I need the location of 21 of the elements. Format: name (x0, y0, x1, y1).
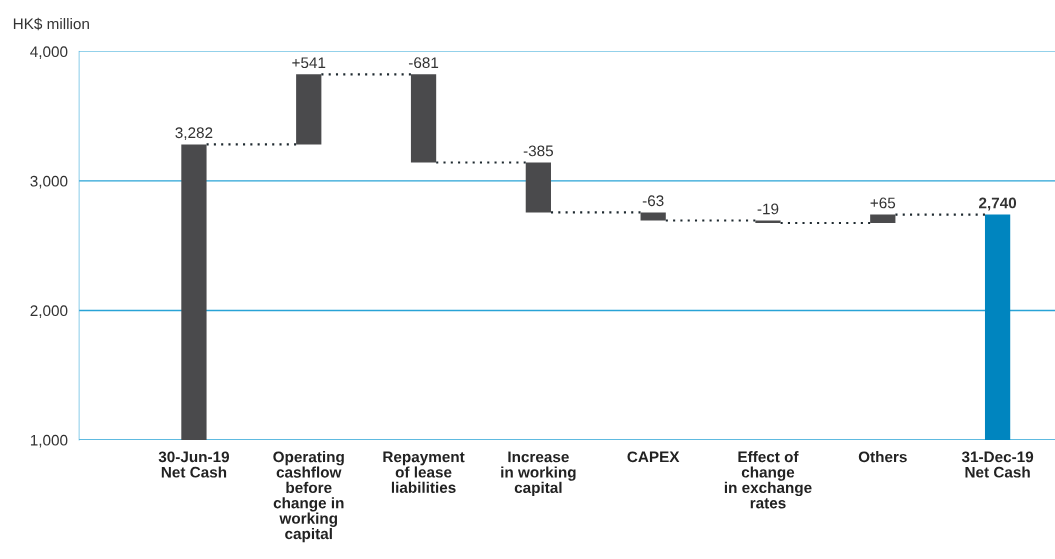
x-tick-label: Increase in working capital (501, 451, 576, 497)
data-label: 3,282 (175, 127, 213, 140)
x-tick-label: Others (858, 451, 907, 463)
data-label: -19 (757, 203, 779, 215)
y-tick-label: 4,000 (30, 46, 68, 59)
x-tick-label: Operating cashflow before change in working capital (273, 451, 344, 543)
y-tick-label: 2,000 (30, 305, 68, 318)
data-label: +65 (870, 197, 896, 209)
x-tick-label: 31-Dec-19 Net Cash (961, 451, 1034, 478)
x-tick-label: Effect of change in exchange rates (724, 451, 812, 509)
data-label: -681 (408, 57, 439, 69)
x-tick-label: Repayment of lease liabilities (383, 451, 465, 493)
data-label: -63 (642, 195, 664, 207)
data-label: -385 (523, 145, 554, 157)
data-label: 2,740 (979, 197, 1017, 211)
x-tick-label: CAPEX (627, 451, 680, 463)
data-label: +541 (292, 57, 326, 69)
y-tick-label: 3,000 (30, 175, 68, 189)
x-tick-label: 30-Jun-19 Net Cash (158, 451, 230, 478)
y-tick-label: 1,000 (30, 434, 68, 448)
y-axis-title: HK$ million (13, 17, 89, 31)
